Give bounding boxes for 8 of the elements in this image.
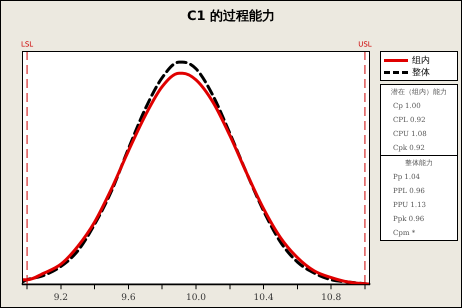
chart-title: C1 的过程能力 [186, 8, 276, 25]
x-tick-label: 10.4 [254, 292, 274, 303]
x-tick-label: 9.6 [121, 292, 136, 303]
legend-label: 整体 [412, 66, 430, 78]
x-tick-label: 10.8 [321, 292, 342, 303]
x-tick-label: 9.2 [54, 292, 68, 303]
x-tick-label: 10.0 [186, 292, 206, 303]
legend-label: 组内 [412, 54, 430, 66]
